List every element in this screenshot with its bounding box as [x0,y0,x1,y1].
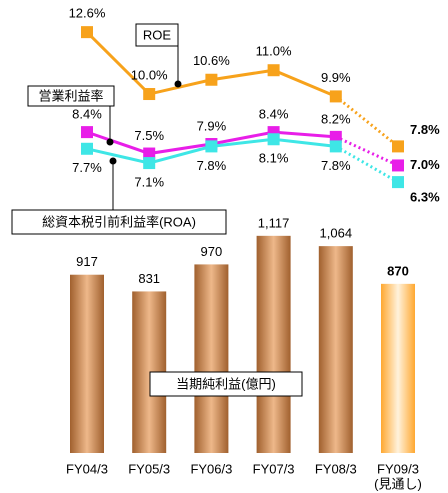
point [267,64,280,77]
bar [256,235,291,453]
callout-dot [109,157,117,165]
point-value-label: 7.5% [134,128,164,143]
legend-box [11,209,227,235]
point [143,147,156,160]
point [143,157,156,170]
forecast-line [335,145,399,184]
legend-label: ROE [143,27,172,42]
point-value-label: 8.1% [259,151,289,166]
legend-label: 総資本税引前利益率(ROA) [42,214,196,229]
x-tick-label: FY08/3 [315,461,357,476]
point-value-label: 10.6% [193,53,230,68]
legend-label: 営業利益率 [38,88,103,103]
point [392,176,404,189]
point [329,90,342,103]
bar [381,283,415,453]
point-value-label: 7.8% [197,158,227,173]
point [392,159,404,172]
bar-value-label: 917 [76,254,98,269]
point [329,130,342,143]
bar-value-label: 870 [387,263,409,278]
point-value-label: 8.2% [321,111,351,126]
legend-box [135,23,179,47]
x-tick-label: FY09/3 [377,461,419,476]
point [81,142,93,155]
callout-dot [106,138,114,146]
bar [318,246,353,453]
point-value-label: 7.9% [197,118,227,133]
point [81,126,93,139]
point-value-label: 8.4% [259,107,289,122]
point-value-label: 7.8% [321,158,351,173]
bar-value-label: 831 [138,271,160,286]
bar-value-label: 970 [201,244,223,259]
point [267,133,280,146]
point-value-label: 11.0% [256,44,292,59]
x-tick-label: FY04/3 [66,461,108,476]
bar [70,274,104,453]
forecast-line [335,135,399,167]
legend-box [149,371,303,397]
x-tick-label: FY05/3 [128,461,170,476]
point [392,140,404,153]
point-value-label: 9.9% [321,70,351,85]
legend-label: 当期純利益(億円) [176,376,276,391]
point-value-label: 7.1% [134,174,164,189]
point-value-label: 7.0% [410,157,440,172]
point [143,88,156,101]
point-value-label: 10.0% [131,67,168,82]
legend-box [27,85,115,107]
x-tick-label: FY07/3 [253,461,295,476]
point-value-label: 12.6% [69,6,106,21]
category-note: (見通し) [374,476,422,491]
bar [194,264,229,453]
forecast-line [334,95,399,148]
point [81,26,93,39]
point [205,73,218,86]
point [205,140,218,153]
x-tick-label: FY06/3 [190,461,232,476]
point-value-label: 7.7% [72,160,102,175]
point-value-label: 6.3% [410,190,440,205]
point-value-label: 8.4% [72,107,102,122]
point-value-label: 7.8% [410,122,440,137]
bar-value-label: 1,117 [258,215,290,230]
callout-dot [174,80,182,88]
point [329,140,342,153]
bar-value-label: 1,064 [320,226,353,241]
